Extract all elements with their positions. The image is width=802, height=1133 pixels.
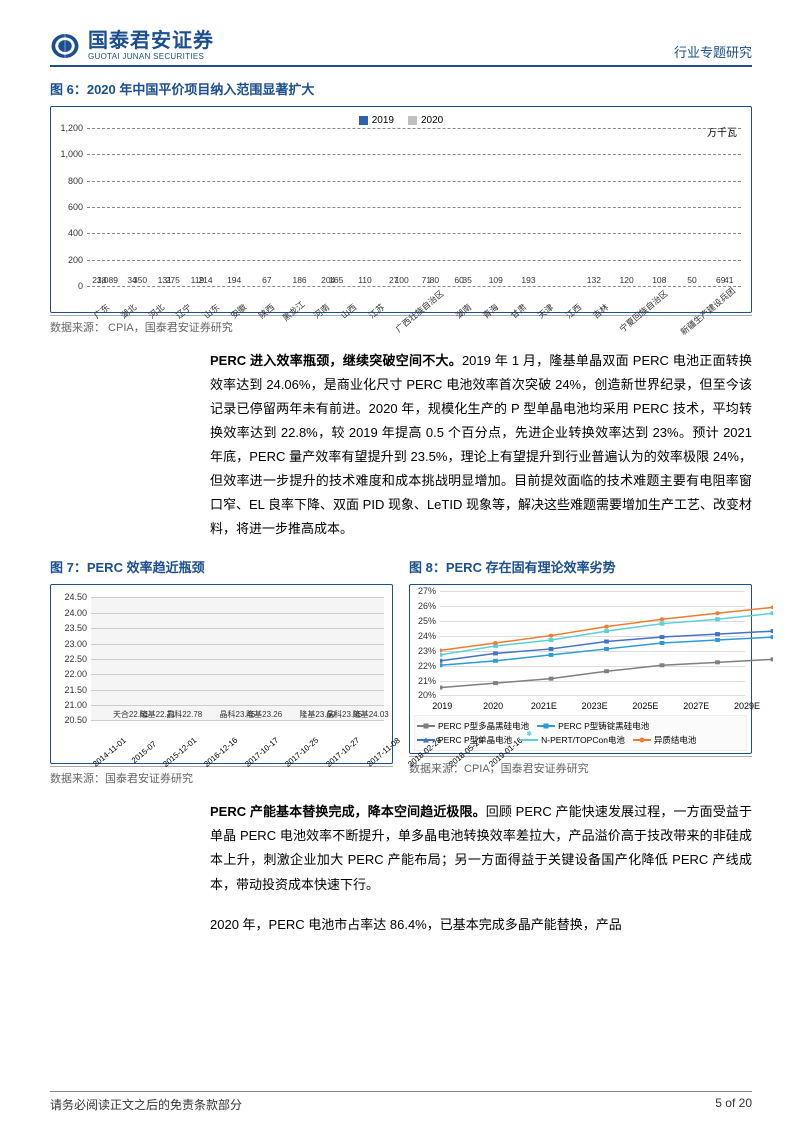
fig8-ytick: 23% <box>414 646 436 656</box>
fig6-ytick: 400 <box>57 228 83 238</box>
fig7-xlabel: 2017-10-27 <box>325 736 362 769</box>
fig7-ytick: 23.50 <box>57 623 87 633</box>
fig8-ytick: 24% <box>414 631 436 641</box>
fig8-plot: 20%21%22%23%24%25%26%27%201920202021E202… <box>414 591 747 711</box>
fig7-title: 图 7：PERC 效率趋近瓶颈 <box>50 557 393 576</box>
fig7-chart: 效率/% 天合22.61隆基22.71晶科22.78晶科23.45隆基23.26… <box>50 584 393 764</box>
fig7-ytick: 24.00 <box>57 608 87 618</box>
fig8-legend-item: 异质结电池 <box>633 734 697 746</box>
fig7-plot: 效率/% 天合22.61隆基22.71晶科22.78晶科23.45隆基23.26… <box>57 593 386 748</box>
para3-text: 2020 年，PERC 电池市占率达 86.4%，已基本完成多晶产能替换，产品 <box>210 917 622 932</box>
fig6-ytick: 1,200 <box>57 123 83 133</box>
legend-label-2020: 2020 <box>421 115 443 126</box>
fig6-title: 图 6：2020 年中国平价项目纳入范围显著扩大 <box>50 79 752 98</box>
fig7-ytick: 20.50 <box>57 715 87 725</box>
fig8-series-line <box>440 631 773 661</box>
fig7-ytick: 22.50 <box>57 654 87 664</box>
fig8-xlabel: 2023E <box>582 701 608 711</box>
para1-lead: PERC 进入效率瓶颈，继续突破空间不大。 <box>210 353 462 368</box>
logo-icon <box>50 31 80 61</box>
fig7-ytick: 21.50 <box>57 685 87 695</box>
fig8-legend: PERC P型多晶黑硅电池PERC P型铸锭黑硅电池PERC P型单晶电池N-P… <box>414 715 747 751</box>
legend-swatch-2020 <box>408 116 417 125</box>
fig8-ytick: 27% <box>414 586 436 596</box>
para2-lead: PERC 产能基本替换完成，降本空间趋近极限。 <box>210 804 486 819</box>
footer-disclaimer: 请务必阅读正文之后的免责条款部分 <box>50 1096 242 1113</box>
fig7-xlabel: 2017-10-17 <box>243 736 280 769</box>
fig7-ytick: 21.00 <box>57 700 87 710</box>
fig8-title: 图 8：PERC 存在固有理论效率劣势 <box>409 557 752 576</box>
fig8-ytick: 21% <box>414 676 436 686</box>
fig6-ytick: 1,000 <box>57 149 83 159</box>
fig7-ytick: 23.00 <box>57 639 87 649</box>
fig8-svg <box>440 591 773 695</box>
fig6-ytick: 600 <box>57 202 83 212</box>
legend-swatch-2019 <box>359 116 368 125</box>
fig8-xlabel: 2029E <box>734 701 760 711</box>
fig8-xlabel: 2021E <box>531 701 557 711</box>
para1-text: 2019 年 1 月，隆基单晶双面 PERC 电池正面转换效率达到 24.06%… <box>210 353 752 536</box>
fig8-series-line <box>440 608 773 651</box>
fig6-legend: 2019 2020 <box>57 115 745 126</box>
paragraph-perc-efficiency: PERC 进入效率瓶颈，继续突破空间不大。2019 年 1 月，隆基单晶双面 P… <box>210 349 752 541</box>
fig7-xlabel: 2017-11-08 <box>365 736 402 769</box>
fig7-ytick: 24.50 <box>57 592 87 602</box>
paragraph-perc-capacity: PERC 产能基本替换完成，降本空间趋近极限。回顾 PERC 产能快速发展过程，… <box>210 800 752 896</box>
fig8-legend-item: PERC P型多晶黑硅电池 <box>417 720 529 732</box>
logo-block: 国泰君安证券 GUOTAI JUNAN SECURITIES <box>50 30 214 61</box>
fig8-xlabel: 2020 <box>483 701 503 711</box>
footer: 请务必阅读正文之后的免责条款部分 5 of 20 <box>50 1091 752 1113</box>
fig6-ytick: 0 <box>57 281 83 291</box>
paragraph-perc-share: 2020 年，PERC 电池市占率达 86.4%，已基本完成多晶产能替换，产品 <box>210 913 752 937</box>
fig8-legend-item: N-PERT/TOPCon电池 <box>520 734 625 746</box>
doc-type: 行业专题研究 <box>674 42 752 61</box>
legend-label-2019: 2019 <box>372 115 394 126</box>
fig6-plot: 万千瓦 2381,0893435013127511921419467186204… <box>57 128 745 308</box>
fig7-fig8-row: 图 7：PERC 效率趋近瓶颈 效率/% 天合22.61隆基22.71晶科22.… <box>50 557 752 800</box>
fig8-ytick: 26% <box>414 601 436 611</box>
fig6-chart: 2019 2020 万千瓦 2381,089343501312751192141… <box>50 106 752 313</box>
fig7-xlabel: 2015-12-01 <box>161 736 198 769</box>
fig8-chart: 20% 21% 22% 23% 24% 25% 26% 27% 2019 2020 2021E 202… <box>409 584 752 754</box>
logo-text-en: GUOTAI JUNAN SECURITIES <box>88 52 214 61</box>
page: 国泰君安证券 GUOTAI JUNAN SECURITIES 行业专题研究 图 … <box>0 0 802 1133</box>
fig8-series-line <box>440 660 773 688</box>
footer-page: 5 of 20 <box>715 1096 752 1113</box>
fig8-xlabel: 2027E <box>683 701 709 711</box>
fig8-ytick: 20% <box>414 690 436 700</box>
fig8-ytick: 25% <box>414 616 436 626</box>
fig6-ytick: 200 <box>57 255 83 265</box>
fig8-xlabel: 2025E <box>632 701 658 711</box>
fig7-xlabel: 2015-07 <box>130 740 158 766</box>
fig7-ytick: 22.00 <box>57 669 87 679</box>
fig6-ytick: 800 <box>57 176 83 186</box>
fig8-ytick: 22% <box>414 661 436 671</box>
fig8-legend-item: PERC P型铸锭黑硅电池 <box>537 720 649 732</box>
fig8-xlabel: 2019 <box>432 701 452 711</box>
fig7-source: 数据来源：国泰君安证券研究 <box>50 766 393 786</box>
header: 国泰君安证券 GUOTAI JUNAN SECURITIES 行业专题研究 <box>50 30 752 67</box>
fig7-xlabel: 2014-11-01 <box>91 736 128 769</box>
logo-text-cn: 国泰君安证券 <box>88 30 214 52</box>
fig7-xlabel: 2017-10-25 <box>284 736 321 769</box>
fig7-xlabel: 2016-12-16 <box>202 736 239 769</box>
